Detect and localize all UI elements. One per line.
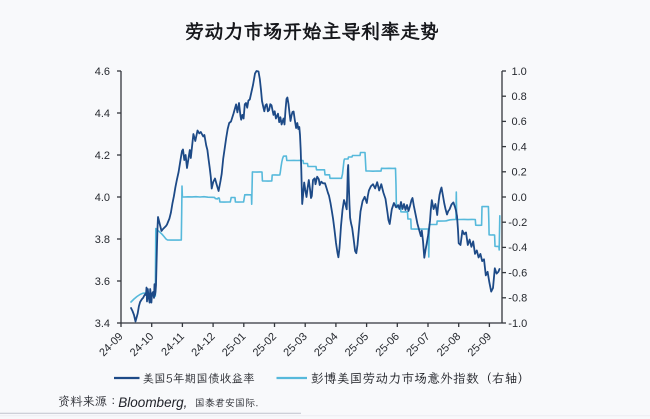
svg-text:-0.2: -0.2 — [508, 217, 527, 229]
svg-text:0.0: 0.0 — [512, 192, 527, 204]
svg-text:3.4: 3.4 — [95, 318, 110, 330]
svg-text:3.8: 3.8 — [95, 234, 110, 246]
svg-text:-0.6: -0.6 — [508, 267, 527, 279]
svg-text:-1.0: -1.0 — [508, 318, 527, 330]
svg-text:4.2: 4.2 — [95, 150, 110, 162]
svg-text:-0.8: -0.8 — [508, 293, 527, 305]
svg-text:0.4: 0.4 — [512, 141, 527, 153]
svg-text:-0.4: -0.4 — [508, 242, 527, 254]
svg-text:4.0: 4.0 — [95, 192, 110, 204]
svg-text:0.6: 0.6 — [512, 116, 527, 128]
svg-text:3.6: 3.6 — [95, 276, 110, 288]
svg-text:1.0: 1.0 — [512, 66, 527, 78]
svg-text:Bloomberg,: Bloomberg, — [118, 395, 187, 410]
svg-text:4.6: 4.6 — [95, 66, 110, 78]
svg-text:4.4: 4.4 — [95, 108, 110, 120]
svg-text:0.8: 0.8 — [512, 91, 527, 103]
svg-text:0.2: 0.2 — [512, 167, 527, 179]
